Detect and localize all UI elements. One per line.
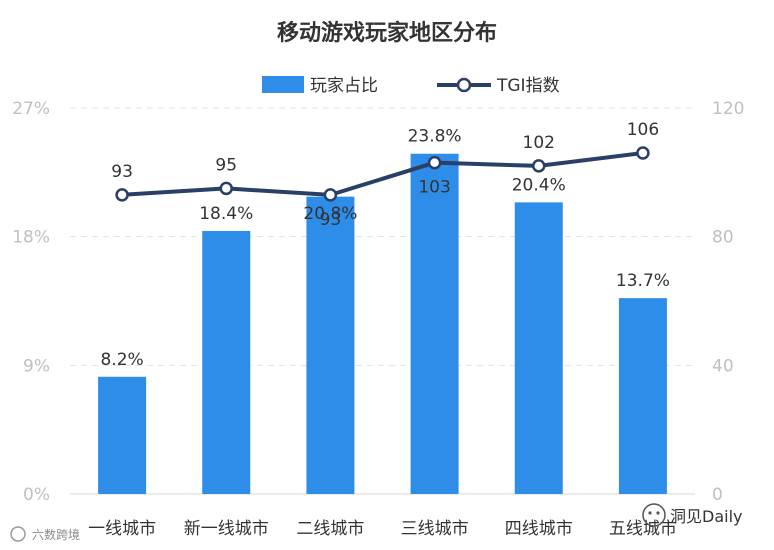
y-right-tick-label: 0 — [712, 485, 723, 505]
line-point — [219, 181, 233, 196]
wechat-icon-eye-right — [656, 511, 660, 515]
chart-title: 移动游戏玩家地区分布 — [277, 20, 497, 46]
x-category-label: 二线城市 — [296, 519, 364, 539]
line-data-label: 102 — [523, 133, 555, 153]
bar-data-labels: 8.2% 18.4% 20.8% 23.8% 20.4% 13.7% — [100, 127, 669, 370]
bar-data-label: 8.2% — [100, 350, 143, 370]
bar — [202, 230, 251, 494]
tgi-line — [121, 151, 644, 197]
line-data-label: 106 — [627, 120, 659, 140]
legend: 玩家占比 TGI指数 — [262, 76, 560, 96]
line-series — [115, 146, 650, 202]
watermark-logo-icon — [10, 526, 26, 542]
y-axis-left: 0% 9% 18% 27% — [12, 99, 50, 505]
line-data-label: 93 — [320, 210, 342, 230]
line-data-labels: 93 95 93 103 102 106 — [111, 120, 659, 230]
bar — [410, 153, 459, 494]
bar-data-label: 18.4% — [199, 204, 253, 224]
legend-bar-label: 玩家占比 — [310, 76, 378, 96]
y-left-tick-label: 27% — [12, 99, 50, 119]
y-left-tick-label: 0% — [23, 485, 50, 505]
bar-series — [98, 153, 667, 495]
y-right-tick-label: 40 — [712, 356, 734, 376]
line-point — [636, 146, 650, 160]
line-point — [115, 188, 129, 202]
wechat-icon-eye-left — [648, 511, 652, 515]
bar — [514, 202, 563, 494]
bar — [306, 196, 355, 495]
watermark-left: 六数跨境 — [10, 526, 80, 542]
watermark-right-text: 洞见Daily — [670, 507, 743, 526]
legend-bar-swatch — [262, 76, 304, 93]
line-point — [323, 188, 338, 202]
x-category-label: 三线城市 — [401, 519, 469, 539]
wechat-icon — [642, 503, 666, 527]
watermark-left-text: 六数跨境 — [32, 527, 80, 542]
y-axis-right: 0 40 80 120 — [712, 99, 744, 505]
x-category-label: 一线城市 — [88, 519, 156, 539]
y-right-tick-label: 120 — [712, 99, 744, 119]
x-axis-categories: 一线城市 新一线城市 二线城市 三线城市 四线城市 五线城市 — [88, 519, 677, 539]
line-data-label: 93 — [111, 162, 133, 182]
watermark-right: 洞见Daily — [642, 503, 743, 527]
line-point — [427, 155, 442, 170]
gridlines — [70, 107, 695, 495]
bar-data-label: 23.8% — [408, 127, 462, 147]
x-category-label: 四线城市 — [505, 519, 573, 539]
y-left-tick-label: 9% — [23, 356, 50, 376]
line-data-label: 95 — [215, 155, 237, 175]
legend-line-marker — [456, 77, 472, 93]
bar-data-label: 20.4% — [512, 175, 566, 195]
y-left-tick-label: 18% — [12, 228, 50, 248]
y-right-tick-label: 80 — [712, 228, 734, 248]
line-point — [532, 159, 546, 173]
bar-data-label: 13.7% — [616, 271, 670, 291]
x-category-label: 五线城市 — [609, 519, 677, 539]
line-data-label: 103 — [418, 178, 450, 198]
legend-line-label: TGI指数 — [496, 76, 560, 96]
bar-data-label: 20.8% — [303, 204, 357, 224]
bar — [98, 376, 147, 494]
bar — [618, 298, 667, 494]
x-category-label: 新一线城市 — [184, 519, 269, 539]
